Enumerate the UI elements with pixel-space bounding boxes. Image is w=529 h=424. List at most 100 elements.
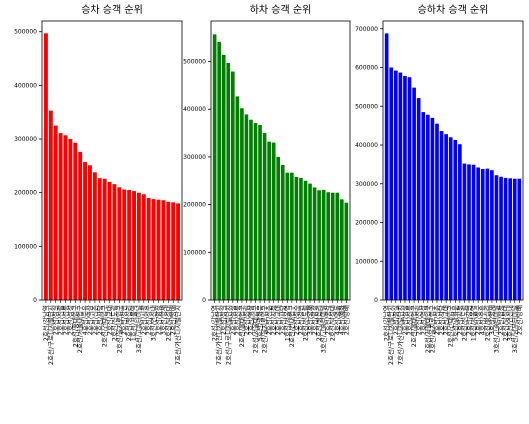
x-tick-label: 2호선/왕십리 [314, 305, 323, 341]
x-tick-label: 2호선/을지로입구 [427, 305, 436, 353]
bar [102, 178, 107, 300]
bar [166, 201, 171, 300]
bar [88, 165, 92, 300]
x-tick-label: 2호선/홍대입구 [237, 305, 246, 347]
bar [416, 98, 421, 300]
bar [393, 70, 398, 300]
x-tick-label: 2호선/삼성 [228, 305, 237, 335]
x-tick-label: 2호선/홍대입구 [70, 305, 79, 347]
x-tick-label: 2호선/교대 [441, 305, 450, 335]
bar [176, 203, 181, 300]
x-tick-label: 2호선/신도림 [300, 305, 309, 341]
x-tick-label: 2호선/삼성 [65, 305, 74, 335]
x-tick-label: 2호선/방배 [514, 305, 523, 335]
x-tick-label: 4호선/수유 [478, 305, 487, 335]
x-tick-label: 2호선/신촌 [432, 305, 441, 335]
bar [448, 137, 453, 300]
y-tick-label: 400000 [355, 142, 378, 149]
y-tick-label: 300000 [14, 136, 37, 143]
x-tick-label: 7호선/가산디지털단지 [395, 305, 404, 365]
x-tick-label: 2호선/구로디지털단지 [46, 305, 55, 365]
bar [312, 187, 317, 300]
plot-frame [41, 20, 183, 301]
bar [68, 139, 73, 300]
x-tick-label: 3호선/연신내 [505, 305, 514, 341]
x-tick-label: 2호선/신림 [56, 305, 65, 335]
bar [480, 169, 485, 300]
plot-frame [382, 20, 524, 301]
x-tick-label: 2호선/강남역 [210, 305, 219, 341]
y-tick-label: 500000 [183, 59, 206, 66]
bar [340, 199, 344, 300]
bar [249, 119, 253, 300]
x-tick-label: 2호선/강남역 [382, 305, 391, 341]
x-tick-label: 2호선/사당 [95, 305, 104, 335]
x-tick-label: 2호선/건대입구 [100, 305, 109, 347]
x-tick-label: 2호선/성수 [473, 305, 482, 335]
x-tick-label: 2호선/구로디지털단지 [223, 305, 232, 365]
x-tick-label: 2호선/신도림 [109, 305, 118, 341]
y-tick-label: 600000 [355, 65, 378, 72]
x-tick-label: 4호선/수유 [80, 305, 89, 335]
bar [63, 135, 68, 300]
bar [267, 141, 271, 300]
bar [290, 172, 294, 300]
plot-frame [210, 20, 351, 301]
bar [151, 199, 156, 300]
bar [453, 139, 458, 300]
bar [344, 202, 349, 300]
x-tick-label: 2호선/잠실 [51, 305, 60, 335]
x-tick-label: 2호선/교대 [273, 305, 282, 335]
bar [384, 33, 389, 301]
x-tick-label: 2호선/왕십리 [482, 305, 491, 341]
bar [398, 72, 403, 300]
bar [171, 202, 176, 300]
bar [276, 156, 281, 300]
x-tick-label: 3호선/고속터미널 [319, 305, 328, 353]
y-tick-label: 100000 [183, 249, 206, 256]
x-tick-label: 1호선/서울역 [469, 305, 478, 341]
bar [285, 172, 290, 300]
bar [499, 176, 503, 300]
x-tick-label: 2호선/시청 [139, 305, 148, 335]
bar [53, 125, 58, 300]
y-tick-label: 100000 [355, 258, 378, 265]
bar [303, 180, 308, 300]
x-tick-label: 3호선/고속터미널 [491, 305, 500, 353]
bar [326, 192, 331, 300]
bar [235, 96, 240, 300]
x-tick-label: 7호선/가산디지털단지 [214, 305, 223, 365]
bar [161, 200, 166, 300]
bar [335, 192, 340, 300]
bar [48, 110, 53, 300]
y-tick-label: 200000 [355, 220, 378, 227]
bar [462, 163, 467, 300]
x-tick-label: 2호선/신촌 [264, 305, 273, 335]
x-tick-label: 2호선/홍대입구 [409, 305, 418, 347]
x-tick-label: 2호선/강변 [119, 305, 128, 335]
y-tick-label: 0 [202, 297, 206, 304]
x-tick-label: 2호선/건대입구 [287, 305, 296, 347]
bar [132, 191, 136, 300]
x-tick-label: 3호선/연신내 [149, 305, 158, 341]
bar [439, 131, 444, 300]
bar [112, 184, 117, 300]
bar [517, 178, 522, 300]
y-tick-label: 500000 [14, 29, 37, 36]
bar [258, 124, 262, 300]
bar [321, 189, 326, 300]
x-tick-label: 2호선/사당 [437, 305, 446, 335]
y-tick-label: 100000 [14, 243, 37, 250]
bar [127, 190, 132, 300]
x-tick-label: 2호선/서울대입구 [423, 305, 432, 353]
x-tick-label: 2호선/교대 [105, 305, 114, 335]
x-tick-label: 2호선/성수 [291, 305, 300, 335]
x-tick-label: 7호선/가산디지털단지 [173, 305, 182, 365]
x-tick-label: 2호선/낙성대 [501, 305, 510, 341]
y-tick-label: 0 [33, 297, 37, 304]
x-tick-label: 2호선/서울대입구 [75, 305, 84, 353]
x-tick-label: 5호선/광화문 [450, 305, 459, 341]
y-tick-label: 400000 [183, 106, 206, 113]
x-tick-label: 5호선/광화문 [255, 305, 264, 341]
